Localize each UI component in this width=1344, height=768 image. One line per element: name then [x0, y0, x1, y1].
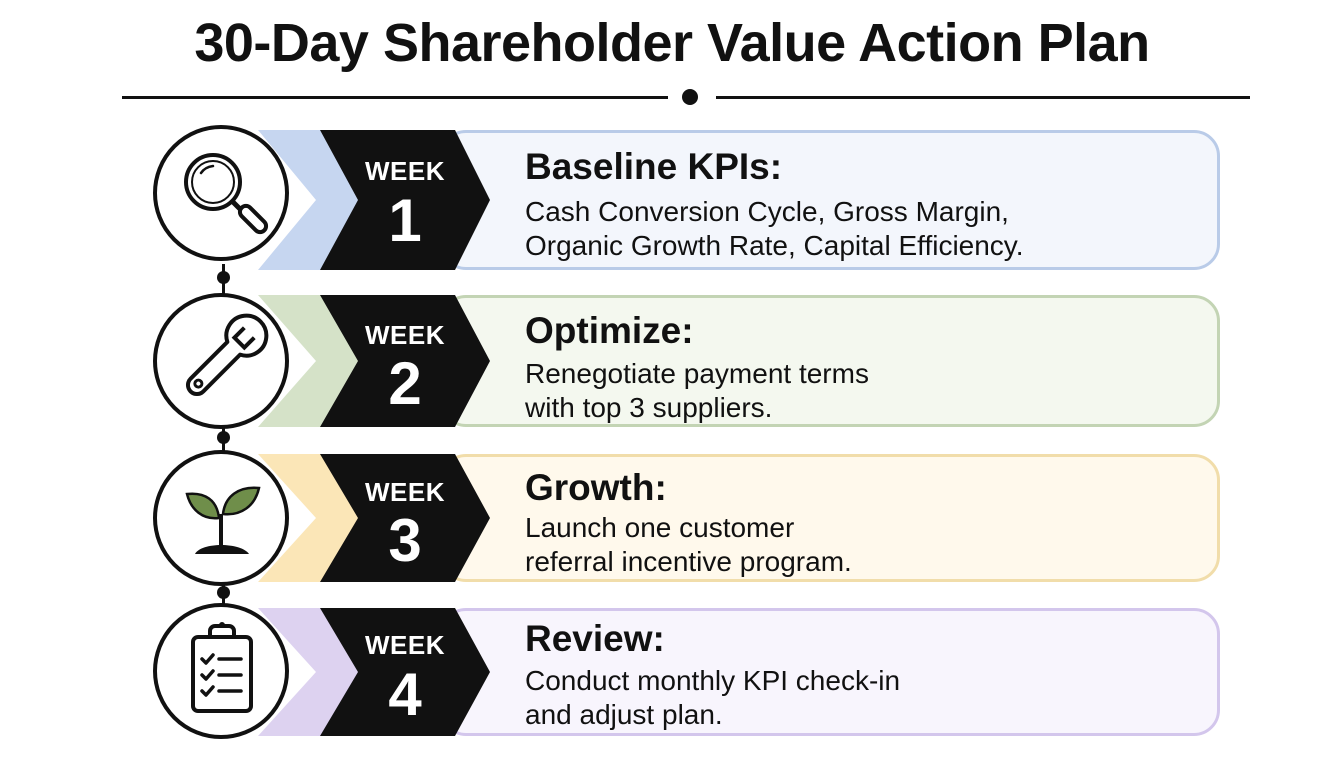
week-3-description-line: referral incentive program. — [525, 546, 852, 577]
week-2-label: WEEK — [365, 320, 445, 350]
week-2-description-line: with top 3 suppliers. — [525, 392, 773, 423]
timeline-connector — [222, 424, 225, 464]
week-3-icon-circle — [153, 450, 289, 586]
week-4-number: 4 — [388, 661, 422, 728]
checklist-clipboard-icon — [191, 622, 253, 713]
timeline-connector-dot — [217, 431, 230, 444]
week-3-description-line: Launch one customer — [525, 512, 795, 543]
sprout-icon — [185, 486, 261, 554]
week-4-arrow-badge — [320, 608, 490, 736]
week-4-label: WEEK — [365, 630, 445, 660]
week-4-card — [440, 608, 1220, 736]
week-3-heading: Growth: — [525, 467, 667, 508]
week-2-card — [440, 295, 1220, 427]
magnifying-glass-icon — [184, 153, 269, 235]
week-3-label: WEEK — [365, 477, 445, 507]
week-4-description-line: and adjust plan. — [525, 699, 723, 730]
timeline-connector — [222, 580, 225, 622]
week-1-number: 1 — [388, 187, 422, 254]
wrench-icon — [185, 313, 269, 397]
week-2-number: 2 — [388, 350, 422, 417]
week-3-description: Launch one customer referral incentive p… — [525, 511, 852, 579]
timeline-connector — [222, 264, 225, 304]
week-3-number: 3 — [388, 507, 422, 574]
week-2-arrow-badge — [320, 295, 490, 427]
week-3-arrow-badge — [320, 454, 490, 582]
week-1-label: WEEK — [365, 156, 445, 186]
timeline-connector-dot — [217, 271, 230, 284]
week-1-description: Cash Conversion Cycle, Gross Margin, Org… — [525, 195, 1024, 263]
week-2-icon-circle — [153, 293, 289, 429]
week-1-heading: Baseline KPIs: — [525, 146, 783, 187]
week-4-description-line: Conduct monthly KPI check-in — [525, 665, 901, 696]
timeline-connector-dot — [217, 586, 230, 599]
week-2-heading: Optimize: — [525, 310, 694, 351]
week-2-description-line: Renegotiate payment terms — [525, 358, 869, 389]
week-3-card — [440, 454, 1220, 582]
week-4-description: Conduct monthly KPI check-in and adjust … — [525, 664, 900, 732]
week-4-icon-circle — [153, 603, 289, 739]
week-1-arrow-badge — [320, 130, 490, 270]
title-divider-dot — [682, 89, 698, 105]
title-divider-right — [716, 96, 1250, 99]
week-2-description: Renegotiate payment terms with top 3 sup… — [525, 357, 869, 425]
week-1-description-line: Cash Conversion Cycle, Gross Margin, — [525, 196, 1009, 227]
week-1-icon-circle — [153, 125, 289, 261]
page-title: 30-Day Shareholder Value Action Plan — [194, 13, 1150, 73]
week-4-heading: Review: — [525, 618, 665, 659]
week-1-card — [440, 130, 1220, 270]
week-1-description-line: Organic Growth Rate, Capital Efficiency. — [525, 230, 1024, 261]
title-divider-left — [122, 96, 668, 99]
